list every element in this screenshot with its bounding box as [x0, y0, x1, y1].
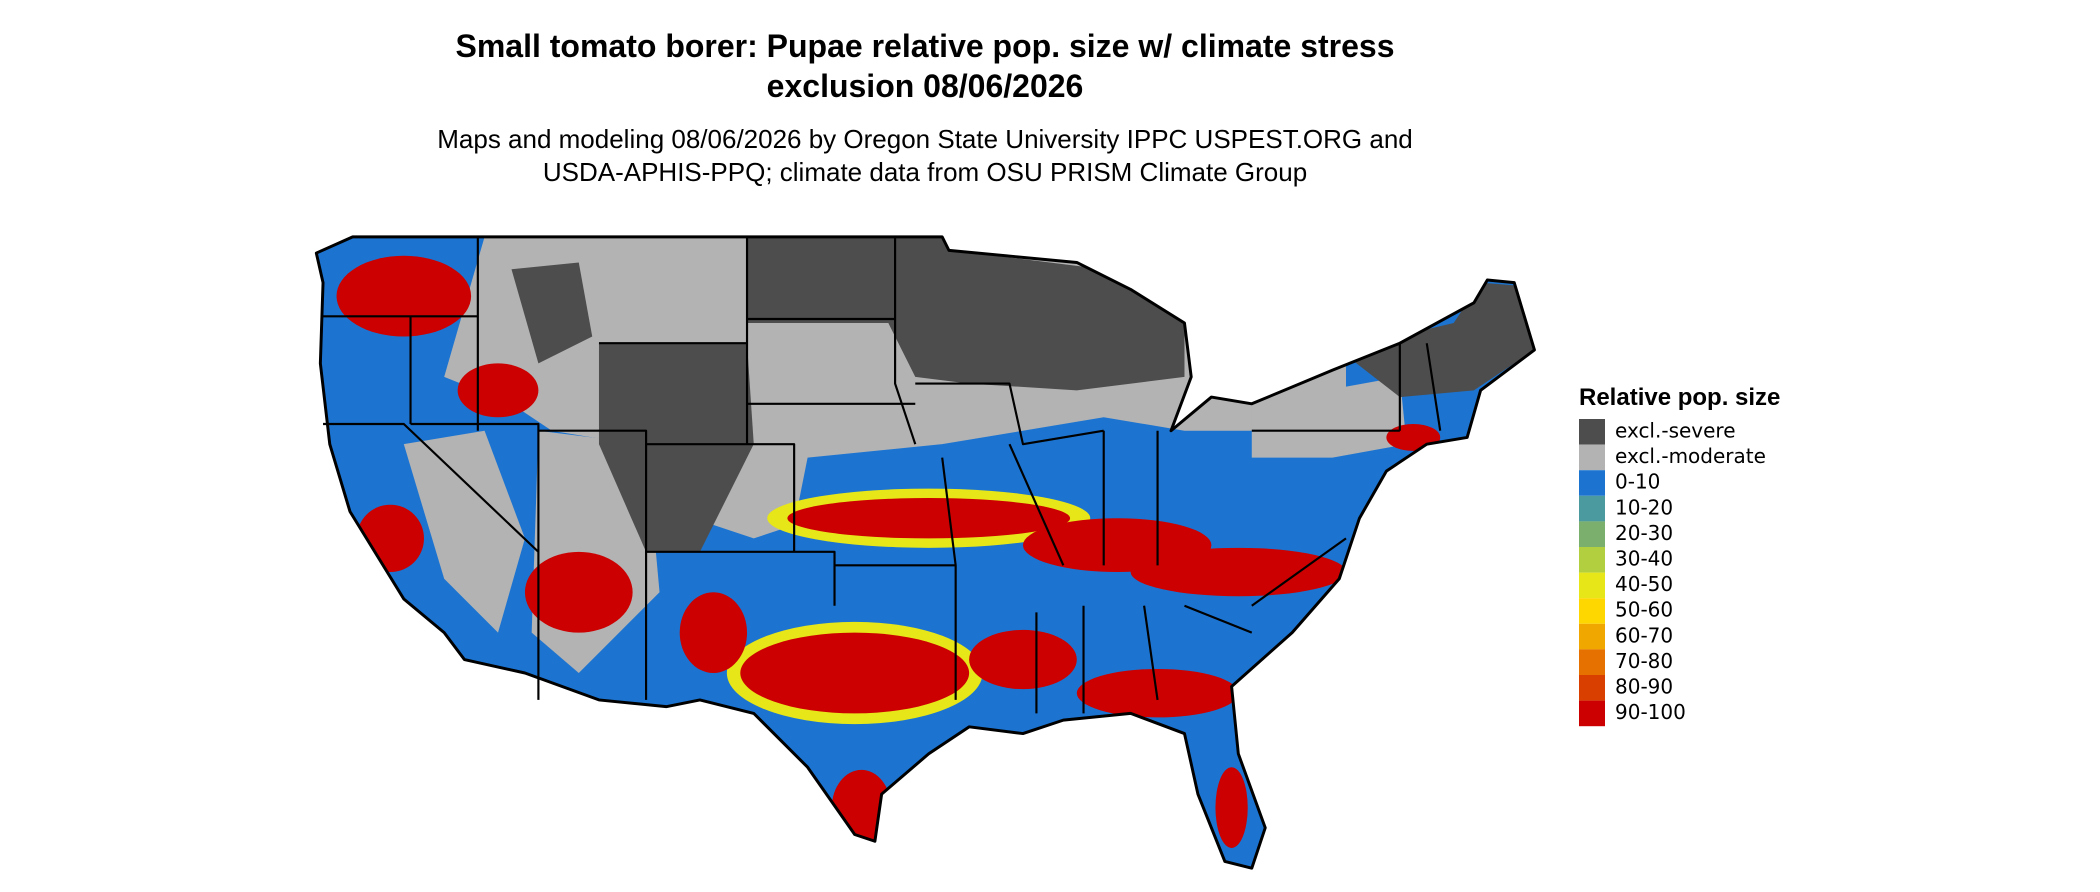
- legend-swatch: [1579, 675, 1605, 701]
- title-line: Small tomato borer: Pupae relative pop. …: [456, 28, 1395, 64]
- subtitle-line: Maps and modeling 08/06/2026 by Oregon S…: [437, 124, 1413, 154]
- subtitle-line: USDA-APHIS-PPQ; climate data from OSU PR…: [543, 157, 1307, 187]
- state-borders: [323, 236, 1442, 714]
- region: [787, 498, 1071, 539]
- region: [969, 629, 1077, 690]
- region: [747, 236, 1185, 391]
- region: [1386, 423, 1441, 451]
- legend-label: 50-60: [1615, 598, 1673, 622]
- legend-label: 10-20: [1615, 495, 1673, 519]
- region: [1215, 767, 1248, 848]
- region: [831, 769, 892, 846]
- legend-label: excl.-severe: [1615, 419, 1736, 443]
- legend-swatch: [1579, 521, 1605, 547]
- legend-swatch: [1579, 572, 1605, 599]
- legend: excl.-severeexcl.-moderate0-1010-2020-30…: [1579, 419, 1766, 727]
- legend-label: 30-40: [1615, 547, 1673, 571]
- legend-swatch: [1579, 623, 1605, 650]
- region: [457, 363, 539, 418]
- legend-swatch: [1579, 700, 1605, 727]
- region: [598, 343, 754, 552]
- region: [511, 262, 593, 364]
- legend-label: excl.-moderate: [1615, 444, 1766, 468]
- legend-swatch: [1579, 598, 1605, 624]
- legend-swatch: [1579, 649, 1605, 675]
- legend-label: 40-50: [1615, 572, 1673, 596]
- region: [740, 632, 970, 714]
- legend-title: Relative pop. size: [1579, 384, 1780, 411]
- legend-label: 70-80: [1615, 649, 1673, 673]
- legend-swatch: [1579, 419, 1605, 445]
- legend-swatch: [1579, 495, 1605, 522]
- legend-label: 90-100: [1615, 700, 1686, 724]
- region: [403, 430, 525, 633]
- region: [679, 592, 748, 673]
- region: [524, 551, 633, 633]
- region: [336, 255, 472, 337]
- region: [1251, 376, 1407, 458]
- title-line: exclusion 08/06/2026: [767, 68, 1084, 104]
- legend-swatch: [1579, 470, 1605, 496]
- legend-label: 80-90: [1615, 675, 1673, 699]
- region: [1339, 282, 1535, 398]
- legend-label: 60-70: [1615, 623, 1673, 647]
- map: [314, 235, 1536, 870]
- legend-label: 20-30: [1615, 521, 1673, 545]
- legend-swatch: [1579, 547, 1605, 573]
- legend-label: 0-10: [1615, 470, 1660, 494]
- legend-swatch: [1579, 444, 1605, 471]
- region: [1130, 547, 1346, 597]
